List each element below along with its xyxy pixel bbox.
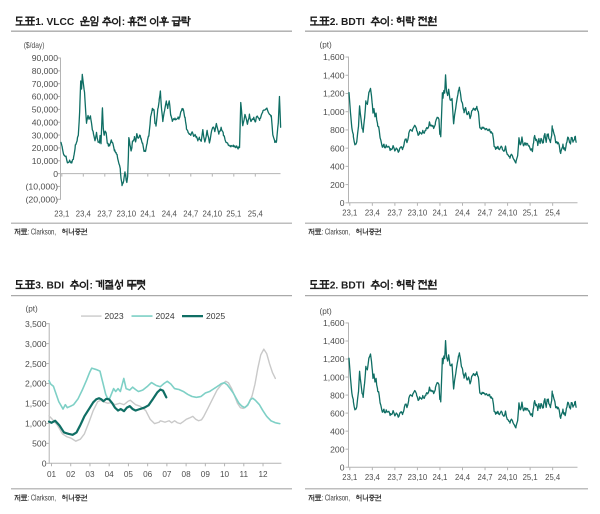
svg-text:2023: 2023: [105, 311, 124, 321]
svg-text:0: 0: [42, 459, 47, 469]
svg-text:20,000: 20,000: [32, 143, 59, 153]
svg-text:0: 0: [53, 169, 58, 179]
svg-text:25,1: 25,1: [523, 208, 538, 217]
svg-text:800: 800: [330, 390, 345, 400]
svg-text:1,200: 1,200: [323, 354, 345, 364]
svg-text:06: 06: [143, 470, 153, 479]
svg-text:24,1: 24,1: [432, 473, 447, 482]
svg-text:(pt): (pt): [320, 41, 333, 50]
svg-text::: :: [390, 280, 393, 291]
svg-text:09: 09: [201, 470, 211, 479]
svg-text:1,400: 1,400: [323, 336, 345, 346]
svg-text:23,4: 23,4: [365, 208, 380, 217]
svg-text:2,500: 2,500: [25, 359, 47, 369]
svg-text:($/day): ($/day): [24, 41, 45, 50]
svg-text:(pt): (pt): [320, 307, 333, 316]
svg-text:23,10: 23,10: [408, 473, 428, 482]
svg-text:2025: 2025: [206, 311, 225, 321]
svg-text:10,000: 10,000: [32, 156, 59, 166]
svg-text:02: 02: [66, 470, 76, 479]
svg-text:23,1: 23,1: [342, 208, 357, 217]
svg-text:25,4: 25,4: [545, 208, 560, 217]
svg-text:24,10: 24,10: [498, 208, 518, 217]
svg-text:23,7: 23,7: [97, 210, 112, 219]
svg-text:25,4: 25,4: [545, 473, 560, 482]
svg-text:11: 11: [240, 470, 249, 479]
svg-text:80,000: 80,000: [32, 66, 59, 76]
svg-text:23,4: 23,4: [76, 210, 91, 219]
svg-text:23,1: 23,1: [54, 210, 69, 219]
svg-text:24,7: 24,7: [478, 208, 493, 217]
svg-text:500: 500: [32, 439, 47, 449]
svg-text:04: 04: [105, 470, 115, 479]
svg-text:23,7: 23,7: [387, 473, 402, 482]
svg-text:1,400: 1,400: [323, 70, 345, 80]
svg-text:25,1: 25,1: [226, 210, 241, 219]
svg-text:: Clarkson,: : Clarkson,: [28, 493, 57, 502]
svg-text:24,4: 24,4: [455, 208, 470, 217]
svg-text::: :: [90, 280, 93, 291]
svg-text:: Clarkson,: : Clarkson,: [28, 227, 57, 236]
svg-text:3,500: 3,500: [25, 319, 47, 329]
svg-text:12: 12: [258, 470, 268, 479]
svg-text:23,7: 23,7: [387, 208, 402, 217]
svg-text:23,1: 23,1: [342, 473, 357, 482]
svg-text:30,000: 30,000: [32, 130, 59, 140]
svg-text:600: 600: [330, 143, 345, 153]
svg-text:: Clarkson,: : Clarkson,: [322, 227, 351, 236]
svg-text:1,000: 1,000: [323, 372, 345, 382]
svg-text:1,600: 1,600: [323, 52, 345, 62]
svg-text:03: 03: [85, 470, 95, 479]
svg-text:0: 0: [340, 198, 345, 208]
svg-text:24,10: 24,10: [203, 210, 223, 219]
svg-text:24,4: 24,4: [455, 473, 470, 482]
svg-text:400: 400: [330, 426, 345, 436]
svg-text:1,000: 1,000: [25, 419, 47, 429]
svg-text:1,500: 1,500: [25, 399, 47, 409]
svg-text:200: 200: [330, 180, 345, 190]
svg-text:3,000: 3,000: [25, 339, 47, 349]
svg-text:1,000: 1,000: [323, 107, 345, 117]
svg-text:25,1: 25,1: [523, 473, 538, 482]
svg-text::: :: [122, 17, 125, 28]
svg-text:(pt): (pt): [26, 304, 39, 313]
svg-text:1,200: 1,200: [323, 89, 345, 99]
svg-text:90,000: 90,000: [32, 53, 59, 63]
svg-text:400: 400: [330, 162, 345, 172]
svg-text:01: 01: [47, 470, 57, 479]
svg-text:(20,000): (20,000): [26, 194, 59, 204]
svg-text:1,600: 1,600: [323, 318, 345, 328]
svg-text:08: 08: [182, 470, 192, 479]
svg-text:10: 10: [220, 470, 230, 479]
svg-text:70,000: 70,000: [32, 79, 59, 89]
svg-text:1. VLCC: 1. VLCC: [35, 17, 75, 28]
svg-text::: :: [390, 17, 393, 28]
svg-text:2,000: 2,000: [25, 379, 47, 389]
svg-text:05: 05: [124, 470, 134, 479]
svg-text:600: 600: [330, 408, 345, 418]
svg-text:2. BDTI: 2. BDTI: [330, 280, 365, 291]
svg-text:24,4: 24,4: [162, 210, 177, 219]
svg-text:24,1: 24,1: [432, 208, 447, 217]
svg-text:24,10: 24,10: [498, 473, 518, 482]
svg-text:(10,000): (10,000): [26, 182, 59, 192]
svg-text:24,7: 24,7: [183, 210, 198, 219]
svg-text:2. BDTI: 2. BDTI: [330, 17, 365, 28]
svg-text:23,10: 23,10: [408, 208, 428, 217]
svg-text:0: 0: [340, 462, 345, 472]
svg-text:23,4: 23,4: [365, 473, 380, 482]
svg-text:07: 07: [162, 470, 172, 479]
svg-text:50,000: 50,000: [32, 105, 59, 115]
svg-text:800: 800: [330, 125, 345, 135]
svg-text:200: 200: [330, 444, 345, 454]
svg-text:24,1: 24,1: [140, 210, 155, 219]
svg-text:24,7: 24,7: [478, 473, 493, 482]
svg-text:: Clarkson,: : Clarkson,: [322, 493, 351, 502]
svg-text:25,4: 25,4: [248, 210, 263, 219]
svg-text:3. BDI: 3. BDI: [35, 280, 64, 291]
svg-text:40,000: 40,000: [32, 117, 59, 127]
svg-text:60,000: 60,000: [32, 92, 59, 102]
svg-text:23,10: 23,10: [117, 210, 137, 219]
svg-text:2024: 2024: [156, 311, 175, 321]
